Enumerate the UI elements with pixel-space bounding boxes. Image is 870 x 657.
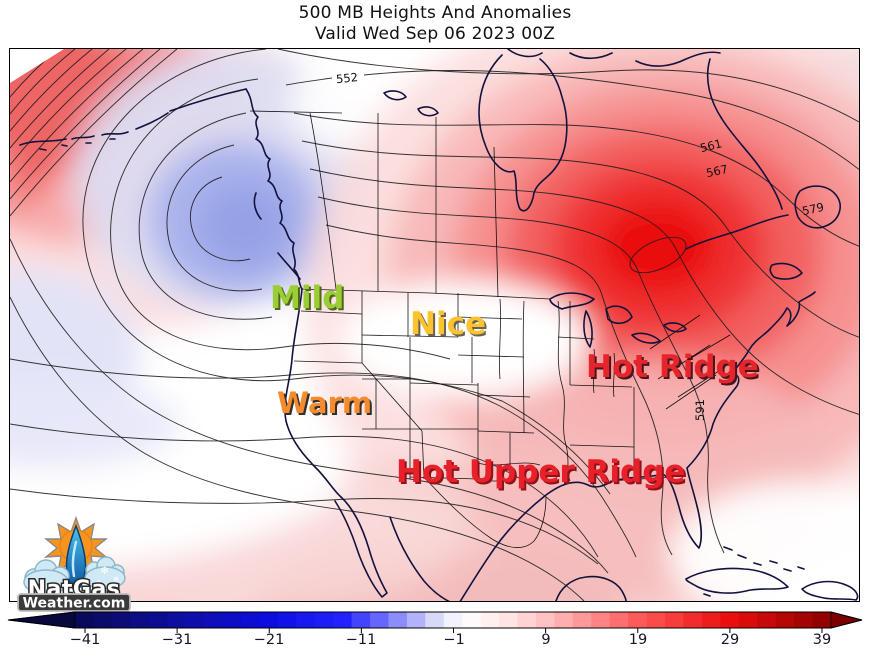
contour-label-561: 561 (699, 136, 724, 155)
coastlines (19, 49, 859, 601)
svg-text:❄: ❄ (96, 579, 102, 587)
map-graphic: 552 561 567 579 591 (10, 49, 859, 601)
colorbar-ticks (84, 628, 823, 633)
contour-label-567: 567 (705, 162, 729, 180)
natgasweather-logo: ❄ ❄ ❄ NatGas Weather.com (17, 515, 131, 612)
map-canvas: 552 561 567 579 591 (9, 48, 860, 602)
projection-edge-mask (10, 49, 64, 83)
colorbar-tick-label: −1 (443, 632, 465, 648)
cloud-icon (23, 556, 126, 595)
colorbar-left-arrow (7, 611, 76, 629)
colorbar-outline (7, 611, 863, 629)
contour-label-579: 579 (801, 200, 825, 218)
colorbar-tick-label: 9 (541, 632, 551, 648)
annotation-mild: Mild (270, 280, 345, 316)
logo-domain-box (17, 593, 131, 612)
annotation-hot-ridge: Hot Ridge (586, 349, 759, 385)
colorbar-tick-label: 29 (720, 632, 740, 648)
snowflake-icons: ❄ ❄ ❄ (96, 564, 120, 587)
anomaly-colorbar (7, 611, 863, 633)
contour-labels: 552 561 567 579 591 (331, 68, 825, 421)
logo-domain-text: Weather.com (23, 596, 126, 612)
annotation-hot-upper-ridge: Hot Upper Ridge (396, 454, 686, 490)
state-borders (249, 110, 731, 548)
page-title: 500 MB Heights And Anomalies (298, 3, 572, 23)
colorbar-tick-label: 19 (628, 632, 648, 648)
contour-label-591: 591 (693, 399, 707, 421)
colorbar-tick-label: −21 (253, 632, 285, 648)
svg-text:❄: ❄ (100, 564, 109, 577)
annotation-warm: Warm (277, 386, 373, 420)
annotation-nice: Nice (410, 306, 486, 342)
gas-flame-icon (65, 523, 87, 592)
colorbar-tick-label: −41 (69, 632, 101, 648)
colorbar-tick-label: −31 (161, 632, 193, 648)
flame-highlight (71, 540, 78, 578)
colorbar-right-arrow (830, 611, 863, 629)
colorbar-tick-label: −11 (345, 632, 377, 648)
svg-text:❄: ❄ (113, 575, 120, 584)
height-contours (10, 49, 859, 601)
valid-time-subtitle: Valid Wed Sep 06 2023 00Z (314, 24, 556, 44)
colorbar-tick-label: 39 (812, 632, 832, 648)
colorbar-cells (75, 612, 832, 628)
contour-label-552: 552 (335, 70, 358, 86)
